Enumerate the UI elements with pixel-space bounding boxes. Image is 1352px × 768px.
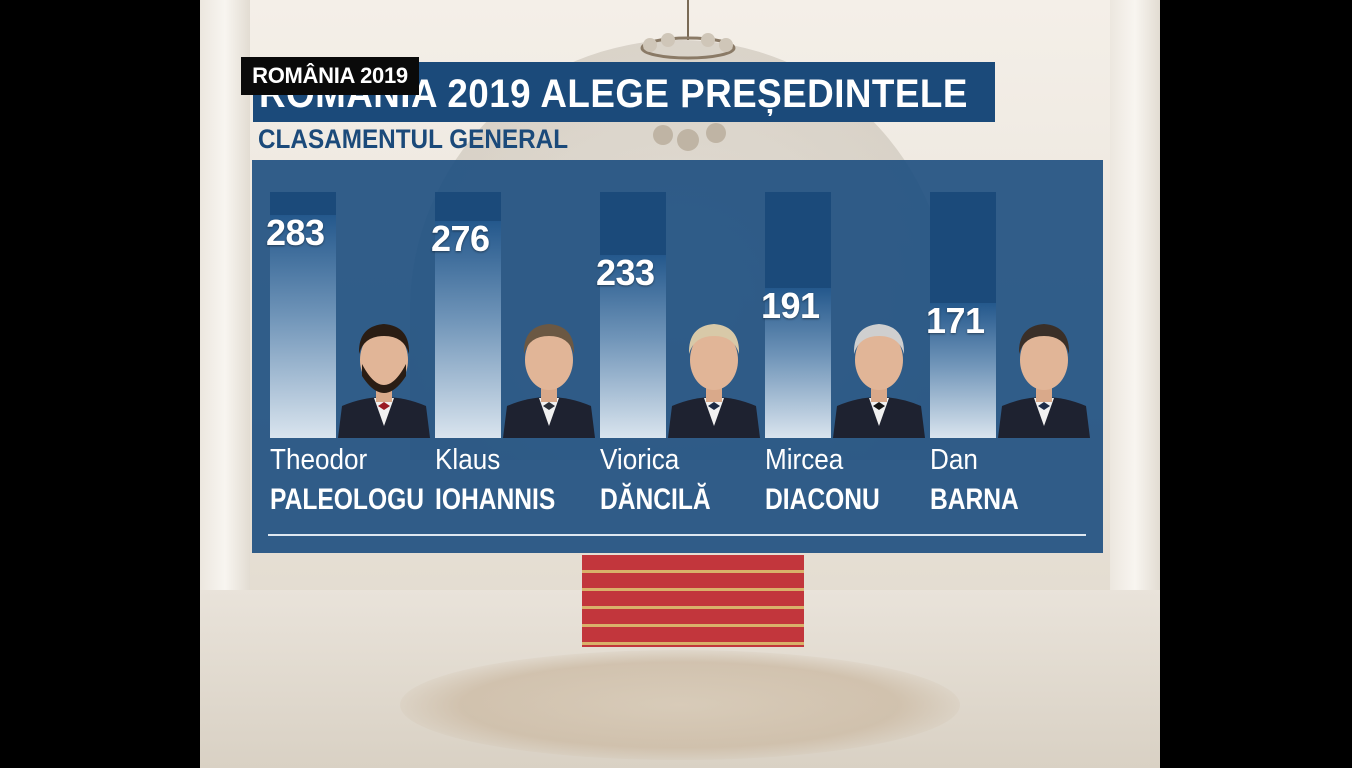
title-bar: ROMÂNIA 2019 ALEGE PREȘEDINTELE (253, 62, 995, 122)
bar-5 (930, 303, 996, 438)
candidate-photo-3 (668, 324, 760, 438)
data-label-5: 171 (926, 300, 985, 341)
candidate-first-name-5: Dan (930, 444, 978, 476)
candidate-first-name-3: Viorica (600, 444, 680, 476)
candidate-photo-5 (998, 324, 1090, 438)
red-carpet (582, 555, 804, 647)
data-label-3: 233 (596, 252, 655, 293)
bar-track-5 (930, 192, 996, 438)
bar-4 (765, 288, 831, 438)
baseline-rule (268, 534, 1086, 536)
candidate-first-name-1: Theodor (270, 444, 368, 476)
candidate-last-name-4: DIACONU (765, 483, 880, 516)
chart-panel: 283 Theodor PALEOLOGU 276 Klaus IOHANNIS 233 Vi… (252, 160, 1103, 553)
bar-track-1 (270, 192, 336, 438)
data-label-2: 276 (431, 218, 490, 259)
candidate-first-name-4: Mircea (765, 444, 844, 476)
bar-1 (270, 215, 336, 438)
chart-subtitle: CLASAMENTUL GENERAL (258, 124, 569, 154)
floor-rug (400, 650, 960, 760)
candidate-last-name-3: DĂNCILĂ (600, 483, 711, 516)
channel-tag: ROMÂNIA 2019 (241, 57, 419, 95)
bar-track-3 (600, 192, 666, 438)
right-pillar (1110, 0, 1160, 620)
candidate-photo-4 (833, 324, 925, 438)
candidate-photo-1 (338, 324, 430, 438)
data-label-1: 283 (266, 212, 325, 253)
candidate-last-name-5: BARNA (930, 483, 1019, 516)
candidate-first-name-2: Klaus (435, 444, 501, 476)
bar-3 (600, 255, 666, 438)
left-pillar (200, 0, 250, 620)
data-label-4: 191 (761, 285, 820, 326)
candidate-photo-2 (503, 324, 595, 438)
bar-track-2 (435, 192, 501, 438)
candidate-last-name-1: PALEOLOGU (270, 483, 424, 516)
bar-track-4 (765, 192, 831, 438)
chandelier-icon (640, 0, 736, 151)
candidate-last-name-2: IOHANNIS (435, 483, 556, 516)
bar-2 (435, 221, 501, 438)
